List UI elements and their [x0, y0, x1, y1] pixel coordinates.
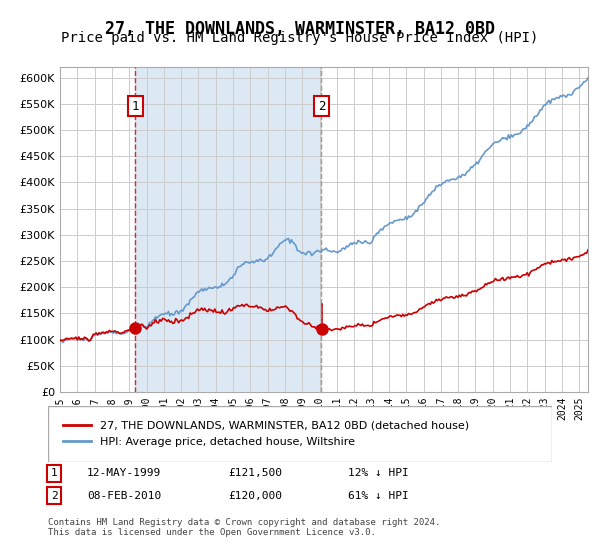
Text: 2: 2: [50, 491, 58, 501]
Text: 27, THE DOWNLANDS, WARMINSTER, BA12 0BD: 27, THE DOWNLANDS, WARMINSTER, BA12 0BD: [105, 20, 495, 38]
Bar: [136, 67, 322, 392]
Text: £120,000: £120,000: [228, 491, 282, 501]
Text: 1: 1: [50, 468, 58, 478]
Text: 61% ↓ HPI: 61% ↓ HPI: [348, 491, 409, 501]
Text: Price paid vs. HM Land Registry's House Price Index (HPI): Price paid vs. HM Land Registry's House …: [61, 31, 539, 45]
Text: 2: 2: [317, 100, 325, 113]
Text: 1: 1: [132, 100, 139, 113]
Text: 12% ↓ HPI: 12% ↓ HPI: [348, 468, 409, 478]
Legend: 27, THE DOWNLANDS, WARMINSTER, BA12 0BD (detached house), HPI: Average price, de: 27, THE DOWNLANDS, WARMINSTER, BA12 0BD …: [59, 416, 473, 452]
Text: 08-FEB-2010: 08-FEB-2010: [87, 491, 161, 501]
Text: Contains HM Land Registry data © Crown copyright and database right 2024.
This d: Contains HM Land Registry data © Crown c…: [48, 518, 440, 538]
FancyBboxPatch shape: [48, 406, 552, 462]
Text: £121,500: £121,500: [228, 468, 282, 478]
Text: 12-MAY-1999: 12-MAY-1999: [87, 468, 161, 478]
